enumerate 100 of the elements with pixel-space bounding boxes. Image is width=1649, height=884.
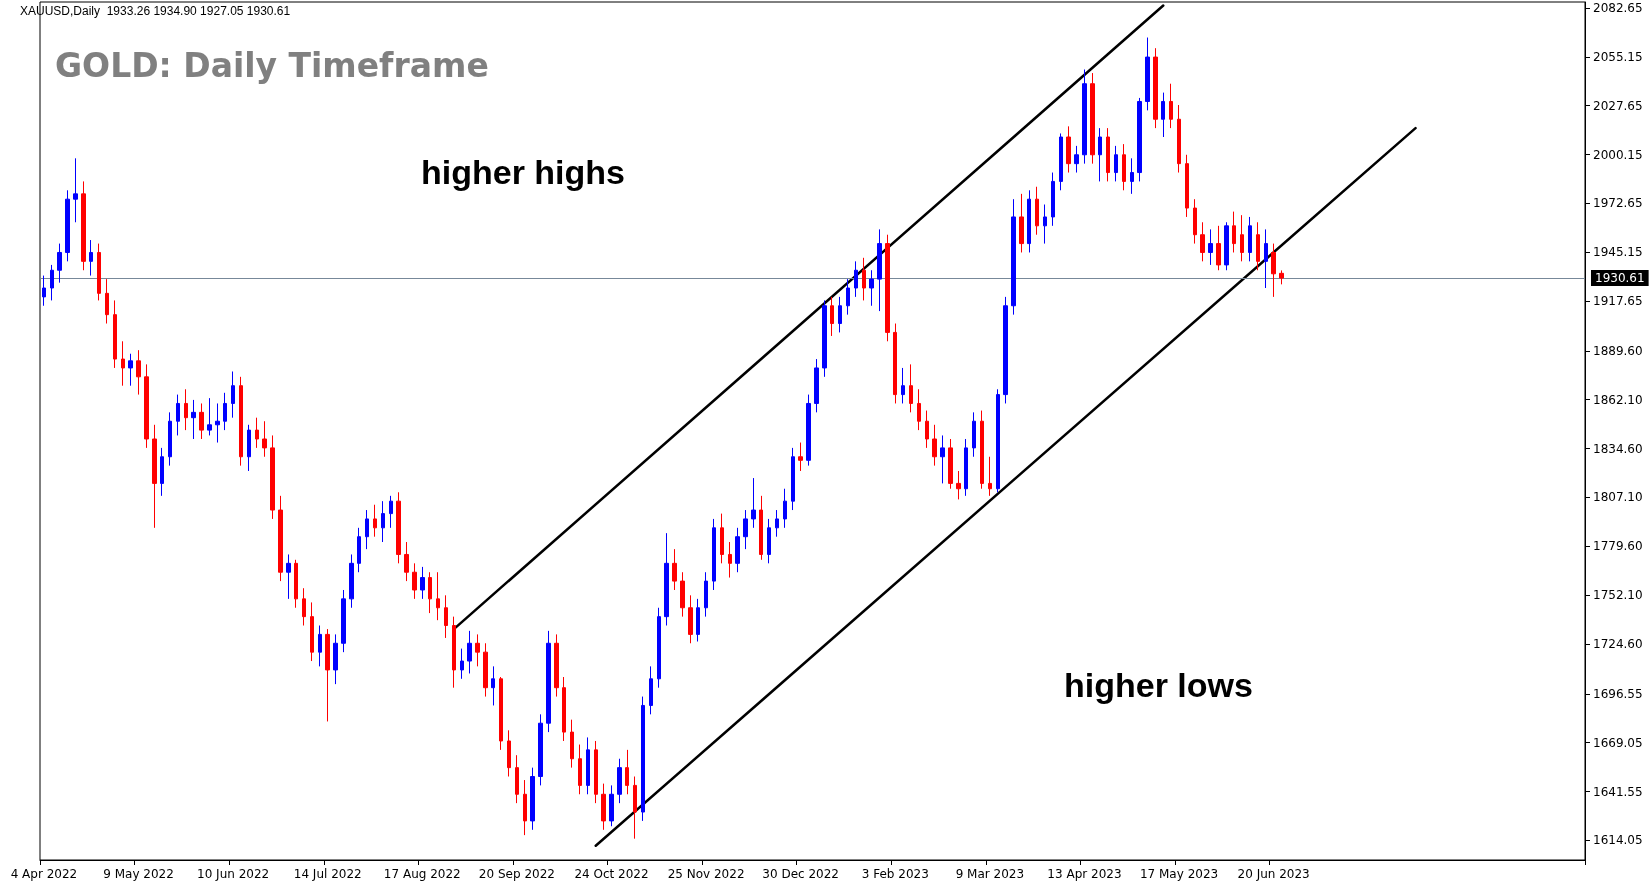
- candlestick: [357, 527, 361, 573]
- candlestick: [664, 532, 669, 627]
- y-tick-label: 1945.15: [1593, 245, 1643, 260]
- candlestick: [1066, 125, 1071, 174]
- candlestick: [310, 601, 314, 662]
- y-tick-label: 1614.05: [1593, 833, 1643, 848]
- candlestick: [128, 353, 133, 387]
- x-tick-label: 10 Jun 2022: [197, 867, 270, 881]
- candlestick: [294, 559, 298, 609]
- candlestick: [751, 477, 756, 529]
- candlestick: [89, 239, 93, 277]
- candlestick: [1122, 143, 1126, 191]
- candlestick: [1011, 198, 1016, 316]
- candlestick: [546, 630, 551, 733]
- candlestick: [1279, 269, 1284, 285]
- candlestick: [136, 349, 141, 396]
- candlestick: [1098, 127, 1102, 182]
- candlestick: [530, 767, 535, 831]
- candlestick: [499, 676, 503, 751]
- candlestick: [475, 633, 480, 667]
- candlestick: [1216, 225, 1221, 271]
- candlestick: [649, 665, 653, 715]
- candlestick: [909, 363, 913, 413]
- candlestick: [1090, 72, 1095, 165]
- candlestick: [609, 784, 614, 827]
- candlestick: [862, 257, 866, 301]
- candlestick: [184, 388, 188, 431]
- candlestick: [199, 402, 204, 440]
- candlestick: [365, 509, 369, 550]
- candlestick: [672, 548, 677, 591]
- y-tick-label: 2027.65: [1593, 98, 1643, 113]
- candlestick: [625, 749, 629, 795]
- candlestick: [822, 299, 827, 378]
- y-tick-label: 1669.05: [1593, 735, 1643, 750]
- candlestick: [349, 553, 354, 609]
- candlestick: [1027, 189, 1031, 253]
- candlestick: [1137, 97, 1142, 182]
- candlestick: [105, 278, 109, 325]
- y-tick-label: 2000.15: [1593, 147, 1643, 162]
- x-tick-label: 3 Feb 2023: [861, 867, 929, 881]
- candlestick: [1059, 132, 1063, 191]
- candlestick: [341, 589, 346, 653]
- candlestick: [1248, 216, 1252, 262]
- candlestick: [901, 367, 905, 404]
- candlestick: [538, 713, 543, 786]
- candlestick: [1232, 211, 1236, 253]
- candlestick: [838, 296, 842, 333]
- candlestick: [1074, 145, 1079, 174]
- candlestick: [877, 228, 882, 312]
- x-tick-label: 9 Mar 2023: [955, 867, 1025, 881]
- candlestick: [215, 402, 220, 444]
- candlestick: [743, 509, 748, 550]
- candlestick: [932, 424, 937, 467]
- candlestick: [854, 260, 858, 298]
- candlestick: [617, 758, 622, 804]
- candlestick: [97, 243, 101, 301]
- candlestick: [396, 491, 401, 564]
- candlestick: [1177, 104, 1181, 174]
- candlestick: [893, 323, 897, 404]
- candlestick: [1161, 92, 1165, 138]
- candlestick: [578, 744, 582, 795]
- candlestick: [420, 566, 425, 600]
- candlestick: [57, 243, 62, 284]
- ref-line-label: 1930.61: [1595, 271, 1645, 286]
- candlestick: [720, 513, 724, 564]
- x-tick-label: 25 Nov 2022: [667, 867, 745, 881]
- candlestick: [1051, 172, 1055, 227]
- y-tick-label: 1862.10: [1593, 392, 1643, 407]
- candlestick: [1256, 221, 1260, 271]
- candlestick: [467, 630, 472, 674]
- candlestick: [554, 633, 559, 698]
- candlestick: [160, 447, 164, 497]
- candlestick: [404, 541, 409, 582]
- candlestick: [988, 456, 992, 497]
- candlestick: [1043, 204, 1047, 245]
- y-tick-label: 1641.55: [1593, 784, 1643, 799]
- candlestick: [775, 509, 779, 538]
- candlestick: [972, 411, 976, 458]
- candlestick: [507, 729, 511, 778]
- y-tick-label: 2055.15: [1593, 49, 1643, 64]
- candlestick: [830, 296, 834, 337]
- x-tick-label: 20 Sep 2022: [478, 867, 555, 881]
- annotation: higher highs: [421, 153, 625, 191]
- candlestick: [42, 275, 46, 307]
- x-tick-label: 9 May 2022: [103, 867, 174, 881]
- y-tick-label: 1807.10: [1593, 490, 1643, 505]
- candlestick: [325, 628, 330, 722]
- candlestick: [728, 541, 732, 579]
- candlestick: [1185, 154, 1189, 218]
- candlestick: [798, 442, 803, 472]
- candlestick: [783, 488, 787, 529]
- candlestick: [925, 410, 929, 449]
- candlestick: [231, 370, 235, 419]
- candlestick: [1153, 47, 1158, 129]
- y-tick-label: 1917.65: [1593, 294, 1643, 309]
- candlestick: [523, 779, 527, 836]
- x-tick-label: 30 Dec 2022: [762, 867, 840, 881]
- x-tick-label: 4 Apr 2022: [10, 867, 78, 881]
- candlestick: [302, 587, 306, 627]
- candlestick: [1200, 221, 1205, 262]
